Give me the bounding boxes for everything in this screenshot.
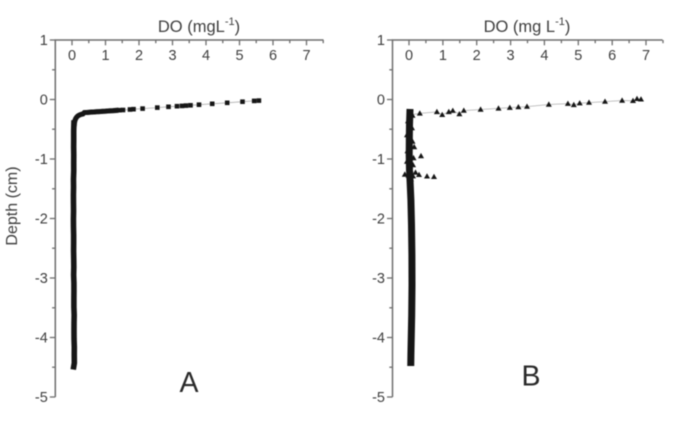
svg-text:-2: -2: [372, 212, 385, 228]
svg-text:0: 0: [40, 93, 48, 109]
svg-text:-3: -3: [372, 271, 385, 287]
svg-text:-4: -4: [372, 331, 385, 347]
svg-text:7: 7: [642, 48, 650, 64]
svg-text:1: 1: [101, 48, 109, 64]
svg-text:DO (mgL-1): DO (mgL-1): [158, 16, 240, 36]
svg-text:-3: -3: [35, 271, 48, 287]
svg-text:1: 1: [377, 33, 385, 49]
svg-text:4: 4: [540, 48, 548, 64]
svg-text:-2: -2: [35, 212, 48, 228]
svg-text:-4: -4: [35, 331, 48, 347]
svg-text:-5: -5: [372, 390, 385, 406]
svg-text:5: 5: [235, 48, 243, 64]
svg-text:6: 6: [269, 48, 277, 64]
svg-text:A: A: [179, 367, 198, 399]
svg-text:0: 0: [68, 48, 76, 64]
svg-text:1: 1: [40, 33, 48, 49]
svg-text:B: B: [521, 360, 540, 392]
svg-text:7: 7: [302, 48, 310, 64]
svg-text:4: 4: [202, 48, 210, 64]
svg-text:3: 3: [168, 48, 176, 64]
svg-text:5: 5: [574, 48, 582, 64]
svg-text:2: 2: [135, 48, 143, 64]
svg-text:3: 3: [507, 48, 515, 64]
svg-text:2: 2: [473, 48, 481, 64]
svg-text:-1: -1: [35, 152, 48, 168]
svg-text:Depth (cm): Depth (cm): [4, 166, 21, 245]
svg-text:-1: -1: [372, 152, 385, 168]
svg-text:0: 0: [405, 48, 413, 64]
svg-text:1: 1: [439, 48, 447, 64]
svg-text:0: 0: [377, 93, 385, 109]
svg-text:-5: -5: [35, 390, 48, 406]
svg-text:6: 6: [608, 48, 616, 64]
svg-text:DO (mg L-1): DO (mg L-1): [484, 16, 571, 36]
